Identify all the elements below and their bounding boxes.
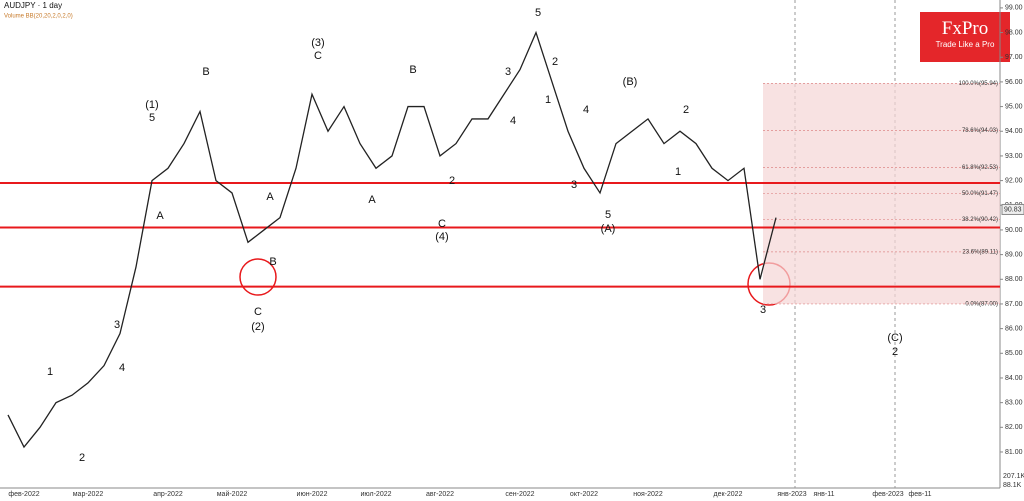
wave-label: B xyxy=(409,64,416,76)
y-tick-label: 90.00 xyxy=(1005,227,1023,234)
x-tick-label: янв-11 xyxy=(814,491,835,498)
wave-label: C xyxy=(314,50,322,62)
x-tick-label: фев-11 xyxy=(909,491,932,498)
wave-label: 3 xyxy=(760,304,766,316)
chart-title: AUDJPY · 1 day xyxy=(4,1,62,10)
y-tick-label: 86.00 xyxy=(1005,325,1023,332)
y-tick-label: 94.00 xyxy=(1005,128,1023,135)
x-tick-label: окт-2022 xyxy=(570,491,598,498)
wave-label: 3 xyxy=(505,66,511,78)
brand: FxPro xyxy=(941,18,989,39)
y-tick-label: 92.00 xyxy=(1005,177,1023,184)
y-tick-label: 97.00 xyxy=(1005,54,1023,61)
wave-label: 4 xyxy=(119,362,125,374)
y-tick-label: 85.00 xyxy=(1005,350,1023,357)
wave-label: 2 xyxy=(683,104,689,116)
wave-label: 5 xyxy=(535,7,541,19)
fib-label: 61.8%(92.53) xyxy=(962,165,998,171)
wave-label: (1) xyxy=(145,99,158,111)
x-tick-label: авг-2022 xyxy=(426,491,454,498)
wave-label: (A) xyxy=(601,223,616,235)
wave-label: 4 xyxy=(510,115,516,127)
y-tick-label: 83.00 xyxy=(1005,399,1023,406)
y-tick-label: 96.00 xyxy=(1005,79,1023,86)
wave-label: 1 xyxy=(47,366,53,378)
x-tick-label: сен-2022 xyxy=(505,491,534,498)
wave-label: (3) xyxy=(311,37,324,49)
y-tick-label: 99.00 xyxy=(1005,5,1023,12)
wave-label: 4 xyxy=(583,104,589,116)
wave-label: A xyxy=(368,194,376,206)
y-tick-label: 95.00 xyxy=(1005,103,1023,110)
tagline: Trade Like a Pro xyxy=(935,40,995,49)
x-tick-label: ноя-2022 xyxy=(633,491,663,498)
wave-label: 5 xyxy=(605,209,611,221)
wave-label: 2 xyxy=(892,346,898,358)
x-tick-label: фев-2022 xyxy=(8,491,39,498)
fib-label: 0.0%(87.00) xyxy=(965,302,998,308)
wave-label: 5 xyxy=(149,112,155,124)
x-tick-label: дек-2022 xyxy=(714,491,743,498)
wave-label: 2 xyxy=(449,175,455,187)
x-tick-label: апр-2022 xyxy=(153,491,183,498)
y-tick-label: 93.00 xyxy=(1005,153,1023,160)
wave-label: C xyxy=(254,306,262,318)
last-price-label: 90.83 xyxy=(1004,206,1022,213)
wave-label: (2) xyxy=(251,321,264,333)
volume-label: 88.1K xyxy=(1003,482,1022,489)
y-tick-label: 87.00 xyxy=(1005,301,1023,308)
last-price-box xyxy=(1001,203,1024,215)
volume-label: 207.1K xyxy=(1003,473,1024,480)
wave-label: 1 xyxy=(545,94,551,106)
wave-label: B xyxy=(202,66,209,78)
wave-label: 3 xyxy=(571,179,577,191)
x-tick-label: мар-2022 xyxy=(73,491,104,498)
wave-label: (4) xyxy=(435,231,448,243)
y-tick-label: 98.00 xyxy=(1005,29,1023,36)
wave-label: A xyxy=(266,191,274,203)
fib-label: 23.6%(89.11) xyxy=(962,249,998,255)
y-tick-label: 88.00 xyxy=(1005,276,1023,283)
fib-label: 50.0%(91.47) xyxy=(962,191,998,197)
wave-label: B xyxy=(269,256,276,268)
wave-label: C xyxy=(438,218,446,230)
x-tick-label: май-2022 xyxy=(217,490,248,498)
price-line xyxy=(7,30,777,449)
chart-subtitle: Volume BB(20,20,2,0,2,0) xyxy=(4,14,73,20)
y-tick-label: 89.00 xyxy=(1005,251,1023,258)
wave-label: (C) xyxy=(887,332,902,344)
fib-label: 78.6%(94.03) xyxy=(962,128,998,134)
wave-label: (B) xyxy=(623,76,638,88)
highlight-circle xyxy=(239,258,277,296)
wave-label: 2 xyxy=(79,452,85,464)
y-tick-label: 82.00 xyxy=(1005,424,1023,431)
fib-label: 38.2%(90.42) xyxy=(962,217,998,223)
x-tick-label: фев-2023 xyxy=(872,491,903,498)
wave-label: A xyxy=(156,210,164,222)
wave-label: 1 xyxy=(675,166,681,178)
y-tick-label: 81.00 xyxy=(1005,449,1023,456)
logo: FxPro Trade Like a Pro xyxy=(920,12,1010,62)
fib-label: 100.0%(95.94) xyxy=(959,81,998,87)
y-tick-label: 84.00 xyxy=(1005,375,1023,382)
x-tick-label: июл-2022 xyxy=(361,491,392,498)
x-tick-label: июн-2022 xyxy=(297,491,328,498)
wave-label: 2 xyxy=(552,56,558,68)
x-tick-label: янв-2023 xyxy=(777,491,806,498)
wave-label: 3 xyxy=(114,319,120,331)
